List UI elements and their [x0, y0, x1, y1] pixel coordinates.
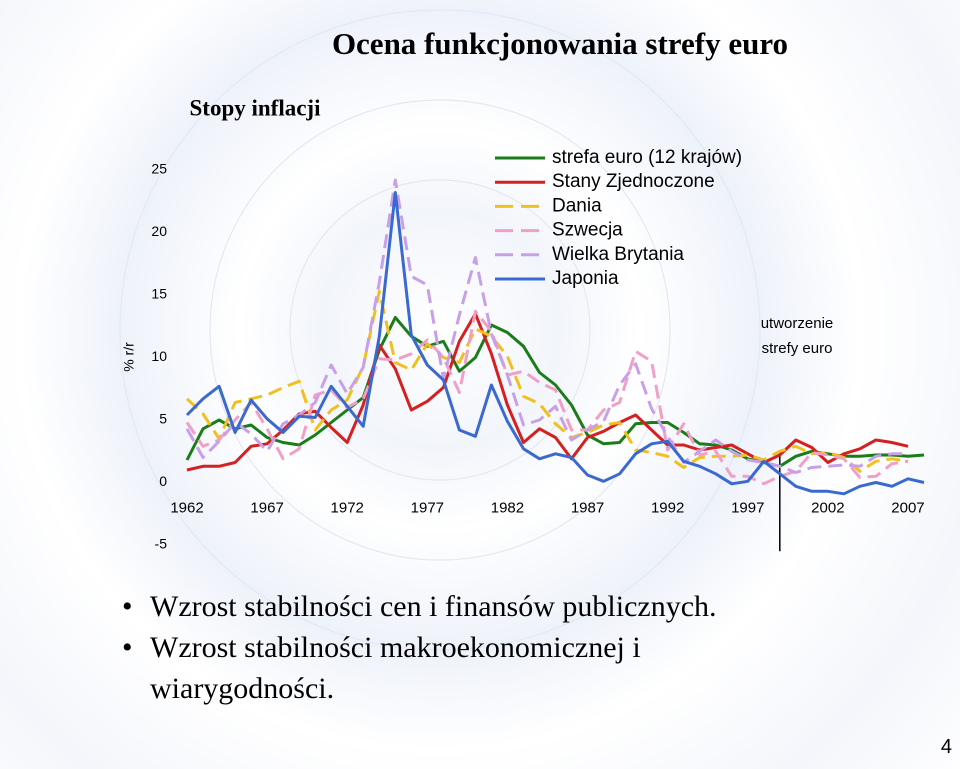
- data-line: [185, 178, 908, 474]
- y-tick-label: 10: [151, 348, 167, 364]
- chart-subtitle: Stopy inflacji: [190, 95, 322, 120]
- chart-title: Ocena funkcjonowania strefy euro: [332, 26, 788, 61]
- x-tick-label: 1972: [331, 499, 364, 516]
- data-line: [185, 191, 925, 496]
- legend-label: Dania: [552, 195, 602, 216]
- annotation: utworzenie: [761, 315, 834, 332]
- x-tick-label: 1997: [731, 499, 764, 516]
- page-number: 4: [940, 736, 952, 758]
- y-tick-label: 5: [159, 411, 167, 427]
- x-tick-label: 1977: [411, 499, 444, 516]
- x-tick-label: 1982: [491, 499, 524, 516]
- x-tick-label: 1962: [170, 499, 203, 516]
- legend-label: Wielka Brytania: [552, 244, 684, 265]
- data-line: [185, 316, 925, 468]
- data-line: [186, 312, 909, 472]
- y-tick-label: 25: [151, 161, 167, 177]
- y-tick-label: 20: [151, 223, 167, 239]
- y-axis-label: % r/r: [121, 342, 137, 372]
- annotation: strefy euro: [762, 340, 833, 357]
- legend-label: strefa euro (12 krajów): [552, 147, 742, 168]
- data-line: [185, 289, 909, 473]
- bullet: Wzrost stabilności makroekonomicznej i w…: [118, 627, 830, 709]
- legend-label: Stany Zjednoczone: [552, 171, 715, 192]
- x-tick-label: 1992: [651, 499, 684, 516]
- x-tick-label: 2007: [891, 499, 924, 516]
- legend-label: Japonia: [552, 268, 619, 289]
- x-tick-label: 1987: [571, 499, 604, 516]
- x-tick-label: 2002: [811, 499, 844, 516]
- y-tick-label: -5: [155, 536, 168, 552]
- y-tick-label: 0: [159, 473, 167, 489]
- bullet: Wzrost stabilności cen i finansów public…: [118, 586, 958, 627]
- x-tick-label: 1967: [250, 499, 283, 516]
- data-line: [185, 309, 909, 486]
- bullet-list: Wzrost stabilności cen i finansów public…: [118, 586, 958, 709]
- legend-label: Szwecja: [552, 220, 623, 241]
- y-tick-label: 15: [151, 286, 167, 302]
